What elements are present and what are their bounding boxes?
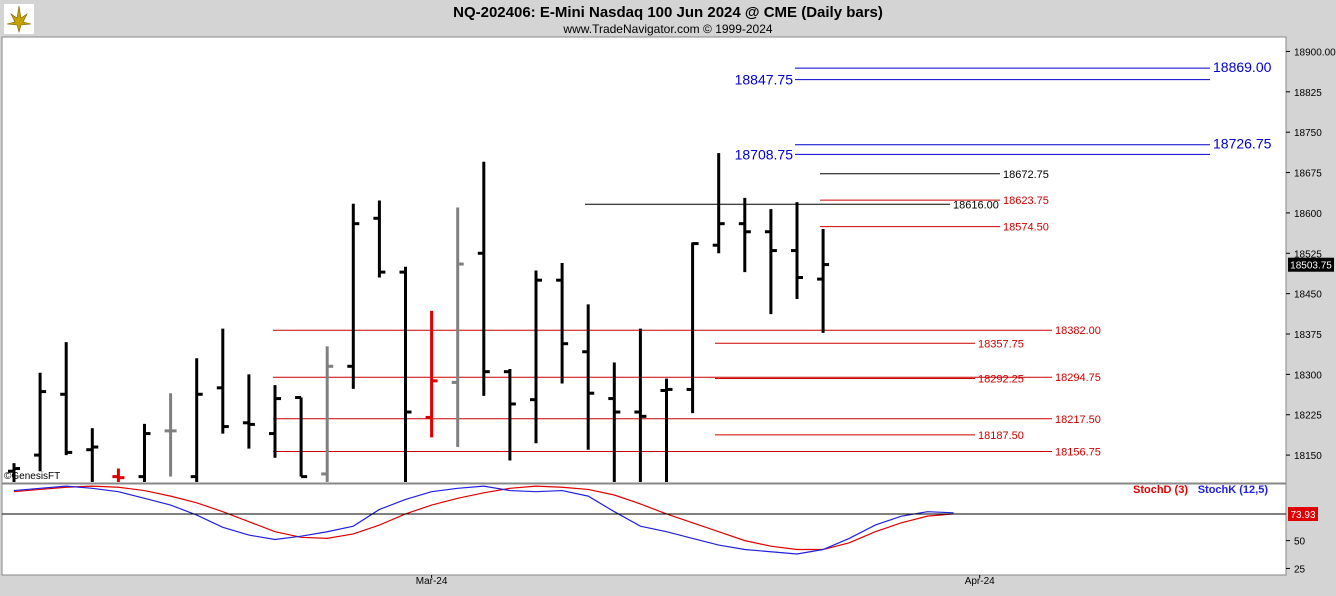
price-level-label: 18623.75 [1003, 195, 1049, 207]
price-level-label: 18294.75 [1055, 372, 1101, 384]
price-level-label: 18708.75 [735, 146, 794, 162]
price-axis: 18150 18225 18300 18375 18450 18525 18600 18675… [1286, 47, 1336, 462]
x-axis-label: Mar-24 [416, 576, 448, 587]
price-bars [8, 153, 830, 482]
x-axis: Mar-24 Apr-24 [416, 575, 995, 587]
price-levels: 18869.00 18847.75 18726.75 18708.75 18672.75… [273, 59, 1272, 458]
last-price-box [1288, 257, 1334, 272]
stochastic-panel [1, 483, 1287, 576]
price-panel [1, 36, 1287, 484]
chart-subtitle: www.TradeNavigator.com © 1999-2024 [562, 22, 772, 36]
price-level-label: 18616.00 [953, 199, 999, 211]
stochastic-lines [13, 485, 954, 555]
price-axis-label: 18675 [1294, 169, 1322, 180]
price-level-label: 18382.00 [1055, 325, 1101, 337]
price-axis-label: 18300 [1294, 370, 1322, 381]
stochastic-last-label: 73.93 [1290, 510, 1315, 521]
stochastic-series-line [13, 485, 954, 555]
price-axis-label: 18225 [1294, 411, 1322, 422]
price-axis-label: 18750 [1294, 128, 1322, 139]
price-level-label: 18292.25 [978, 374, 1024, 386]
stochastic-axis-label: 50 [1294, 537, 1306, 548]
stochastic-legend: StochD (3) StochK (12,5) [1133, 484, 1268, 496]
price-axis-label: 18375 [1294, 330, 1322, 341]
price-level-label: 18672.75 [1003, 169, 1049, 181]
logo-icon [4, 4, 34, 34]
stochastic-legend-label: StochD (3) [1133, 484, 1188, 496]
stochastic-legend-label: StochK (12,5) [1198, 484, 1269, 496]
stochastic-series-line [13, 485, 954, 551]
stochastic-last-box [1288, 507, 1318, 522]
price-axis-label: 18600 [1294, 209, 1322, 220]
price-axis-label: 18825 [1294, 88, 1322, 99]
price-level-label: 18726.75 [1213, 136, 1272, 152]
price-axis-label: 18525 [1294, 249, 1322, 260]
price-level-label: 18869.00 [1213, 59, 1272, 75]
price-axis-label: 18900.00 [1294, 47, 1336, 58]
stochastic-axis-label: 25 [1294, 564, 1306, 575]
price-axis-label: 18150 [1294, 451, 1322, 462]
price-level-label: 18187.50 [978, 430, 1024, 442]
x-axis-label: Apr-24 [965, 576, 995, 587]
price-level-label: 18357.75 [978, 338, 1024, 350]
price-level-label: 18847.75 [735, 72, 794, 88]
chart-title: NQ-202406: E-Mini Nasdaq 100 Jun 2024 @ … [453, 4, 883, 21]
last-price-label: 18503.75 [1290, 261, 1332, 272]
price-level-label: 18217.50 [1055, 414, 1101, 426]
price-level-label: 18156.75 [1055, 446, 1101, 458]
stochastic-axis: 25 50 73.93 [2, 507, 1318, 575]
price-axis-label: 18450 [1294, 290, 1322, 301]
price-level-label: 18574.50 [1003, 222, 1049, 234]
watermark: ©GenesisFT [4, 471, 60, 482]
